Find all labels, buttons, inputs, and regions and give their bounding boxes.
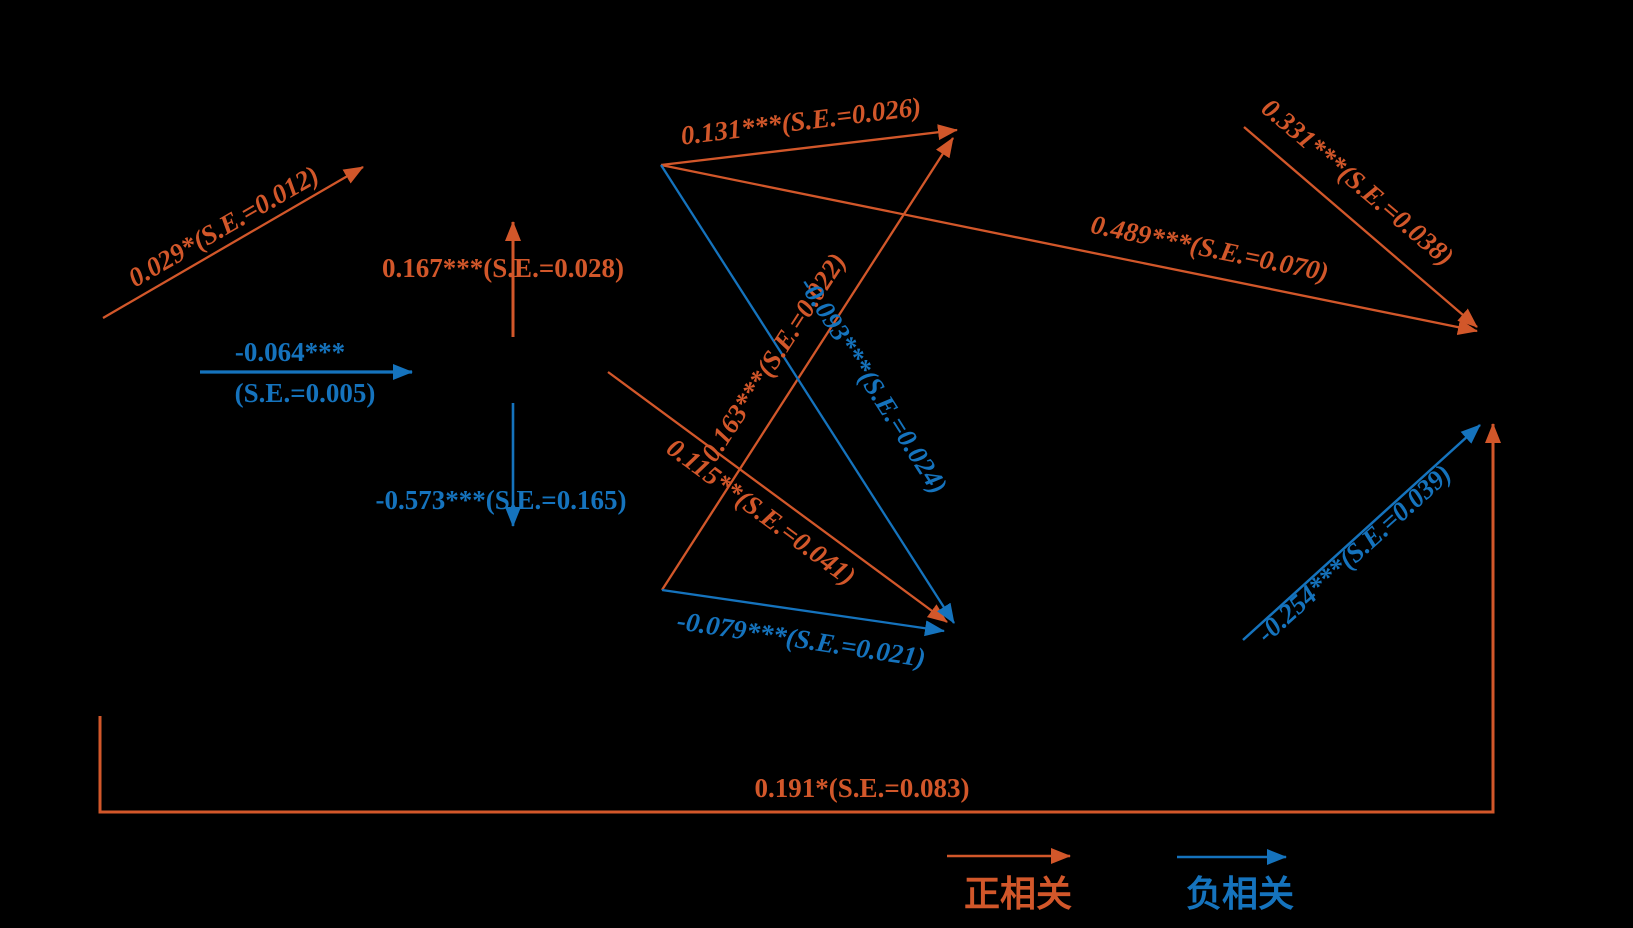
coefficient-label-0167: 0.167***(S.E.=0.028) — [382, 253, 624, 283]
legend: 正相关 负相关 — [947, 848, 1294, 914]
coefficient-label-m0573: -0.573***(S.E.=0.165) — [376, 485, 627, 515]
legend-positive-label: 正相关 — [964, 873, 1072, 914]
coefficient-label-0191: 0.191*(S.E.=0.083) — [755, 773, 970, 803]
positive-arrow-0029 — [102, 166, 364, 319]
positive-arrow-0163 — [661, 137, 954, 591]
negative-arrow-m0254 — [1242, 424, 1481, 641]
positive-arrow-0191-elbow-path — [98, 423, 1501, 814]
coefficient-label-m0064-se: (S.E.=0.005) — [235, 378, 376, 408]
positive-arrow-0115 — [607, 371, 948, 623]
positive-arrow-0489 — [660, 163, 1478, 336]
negative-arrow-m0079 — [661, 588, 945, 637]
negative-arrow-m0093 — [660, 164, 955, 624]
coefficient-label-m0064: -0.064*** — [235, 337, 345, 367]
positive-arrow-0331 — [1243, 126, 1478, 328]
legend-negative-label: 负相关 — [1186, 873, 1294, 914]
positive-arrow-0131 — [660, 124, 958, 167]
